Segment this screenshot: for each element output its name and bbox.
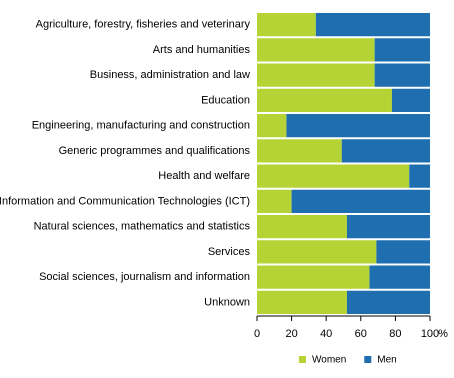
bar-segment: [257, 114, 287, 138]
bar-segment: [257, 38, 375, 62]
y-tick-label: Health and welfare: [158, 170, 250, 182]
bar-segment: [257, 164, 410, 188]
bar-segment: [257, 13, 316, 37]
bar-segment: [391, 88, 430, 112]
bar-segment: [376, 240, 430, 264]
bar-segment: [346, 215, 430, 239]
y-tick-label: Education: [201, 94, 250, 106]
bar-segment: [409, 164, 430, 188]
bar-segment: [257, 240, 377, 264]
y-tick-label: Arts and humanities: [153, 44, 251, 56]
bar-segment: [257, 139, 342, 163]
bar-segment: [257, 265, 370, 289]
legend-label: Men: [377, 355, 396, 366]
y-tick-label: Information and Communication Technologi…: [0, 195, 250, 207]
bar-segment: [257, 88, 392, 112]
bar-segment: [257, 189, 292, 213]
y-tick-label: Services: [208, 246, 251, 258]
x-tick-label: 80: [389, 328, 401, 340]
bar-segment: [315, 13, 430, 37]
bar-segment: [369, 265, 430, 289]
bar-segment: [346, 290, 430, 314]
legend-swatch: [364, 356, 372, 363]
bar-segment: [374, 63, 430, 87]
bar-segment: [374, 38, 430, 62]
y-tick-label: Business, administration and law: [90, 69, 250, 81]
x-tick-label: 40: [320, 328, 332, 340]
bar-segment: [257, 215, 347, 239]
y-tick-label: Unknown: [204, 296, 250, 308]
y-tick-label: Social sciences, journalism and informat…: [39, 271, 250, 283]
y-tick-label: Natural sciences, mathematics and statis…: [34, 221, 251, 233]
bar-segment: [257, 290, 347, 314]
bar-segment: [257, 63, 375, 87]
bar-segment: [286, 114, 430, 138]
legend-label: Women: [312, 355, 346, 366]
x-axis-label: %: [438, 328, 448, 340]
bar-segment: [341, 139, 430, 163]
x-tick-label: 100: [421, 328, 439, 340]
bar-segment: [291, 189, 430, 213]
x-tick-label: 20: [285, 328, 297, 340]
x-tick-label: 60: [355, 328, 367, 340]
x-tick-label: 0: [254, 328, 260, 340]
legend-swatch: [299, 356, 306, 363]
y-tick-label: Engineering, manufacturing and construct…: [32, 120, 250, 132]
y-tick-label: Agriculture, forestry, fisheries and vet…: [36, 19, 251, 31]
y-tick-label: Generic programmes and qualifications: [59, 145, 251, 157]
